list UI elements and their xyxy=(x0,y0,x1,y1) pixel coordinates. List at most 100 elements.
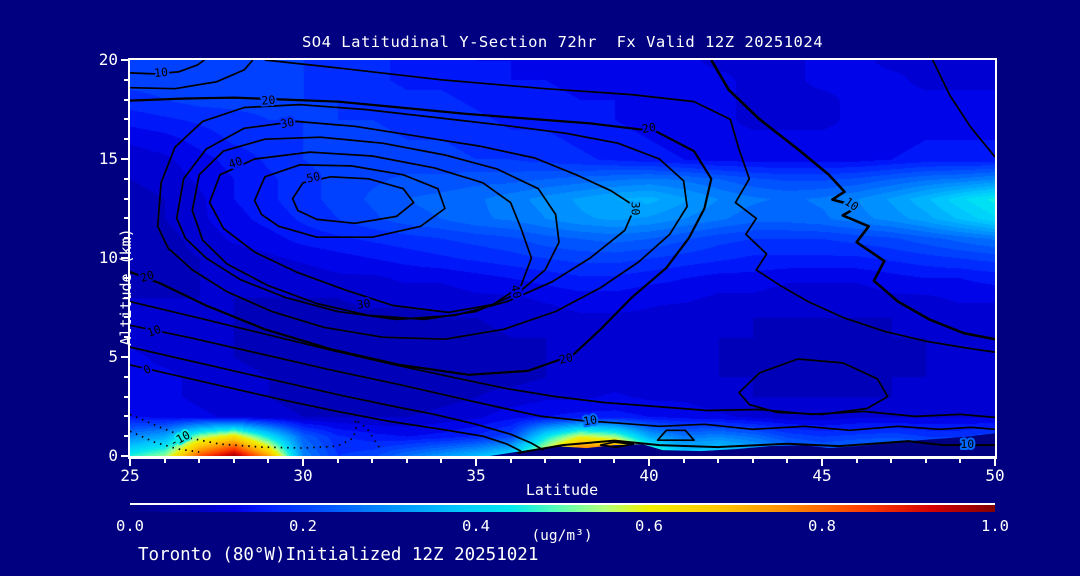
y-tick-mark xyxy=(124,78,128,81)
plot-area: 10 20 30 40 50 20 30 10 20 10 0 -10 30 40 20 10 10 xyxy=(128,58,997,459)
y-tick-mark xyxy=(121,59,128,61)
x-tick-mark xyxy=(890,459,893,463)
contour-line xyxy=(130,346,544,451)
x-tick-mark xyxy=(198,459,201,463)
contour-line xyxy=(931,60,995,158)
x-tick-mark xyxy=(544,459,547,463)
x-tick-mark xyxy=(786,459,789,463)
x-tick-mark xyxy=(682,459,685,463)
y-tick-mark xyxy=(121,158,128,160)
colorbar-tick-label: 0.2 xyxy=(289,517,317,535)
contour-line xyxy=(599,441,635,448)
x-tick-mark xyxy=(717,459,720,463)
y-tick-mark xyxy=(124,276,128,279)
contour-line xyxy=(130,60,254,90)
contour-label: 20 xyxy=(641,120,657,136)
terrain-silhouette xyxy=(489,433,995,456)
contour-label: 50 xyxy=(305,169,322,186)
contour-label: 30 xyxy=(356,296,372,312)
y-tick-label: 10 xyxy=(98,248,118,267)
x-tick-mark xyxy=(371,459,374,463)
x-tick-label: 45 xyxy=(812,466,832,485)
contour-line xyxy=(130,96,713,376)
x-tick-mark xyxy=(959,459,962,463)
chart-title: SO4 Latitudinal Y-Section 72hr Fx Valid … xyxy=(301,33,824,51)
y-tick-mark xyxy=(121,257,128,259)
y-tick-label: 5 xyxy=(108,347,118,366)
contour-line xyxy=(291,175,415,225)
colorbar-tick-label: 0.4 xyxy=(462,517,490,535)
contour-line xyxy=(656,429,695,442)
footer-init-text: Toronto (80°W)Initialized 12Z 20251021 xyxy=(138,545,539,565)
x-axis-title: Latitude xyxy=(525,481,599,499)
contour-label: 20 xyxy=(261,93,276,108)
x-tick-mark xyxy=(475,459,477,466)
x-tick-mark xyxy=(855,459,858,463)
colorbar-tick-label: 1.0 xyxy=(981,517,1009,535)
x-tick-label: 30 xyxy=(293,466,313,485)
y-tick-mark xyxy=(124,98,128,101)
contour-line xyxy=(130,324,995,432)
contour-label: 30 xyxy=(629,202,643,216)
x-tick-mark xyxy=(751,459,754,463)
y-axis-title: Altitude (km) xyxy=(117,228,135,346)
contour-label: 10 xyxy=(154,65,169,80)
x-tick-mark xyxy=(163,459,166,463)
contour-line xyxy=(130,300,995,419)
contour-line xyxy=(738,358,889,416)
colorbar xyxy=(130,503,995,512)
y-tick-mark xyxy=(124,177,128,180)
contour-line xyxy=(191,136,560,321)
contour-label: 10 xyxy=(145,322,163,340)
x-tick-label: 40 xyxy=(639,466,659,485)
x-tick-mark xyxy=(302,459,304,466)
y-tick-label: 0 xyxy=(108,446,118,465)
x-tick-mark xyxy=(821,459,823,466)
x-tick-mark xyxy=(440,459,443,463)
colorbar-tick-label: 0.0 xyxy=(116,517,144,535)
contour-line-negative xyxy=(130,430,200,453)
contour-label: 10 xyxy=(582,412,598,428)
x-tick-mark xyxy=(267,459,270,463)
contour-line xyxy=(253,164,446,239)
contour-label: 20 xyxy=(138,268,156,286)
filled-contour-field xyxy=(130,60,995,456)
x-tick-mark xyxy=(129,459,131,466)
contour-line xyxy=(156,103,688,341)
x-tick-mark xyxy=(232,459,235,463)
contour-line xyxy=(175,120,637,321)
x-tick-mark xyxy=(405,459,408,463)
contour-line xyxy=(710,60,995,341)
contour-line xyxy=(130,364,522,452)
x-tick-mark xyxy=(648,459,650,466)
contour-label: 10 xyxy=(960,437,974,451)
contour-line xyxy=(264,60,995,353)
colorbar-tick-label: 0.8 xyxy=(808,517,836,535)
contour-line-negative xyxy=(130,413,380,449)
contour-line xyxy=(130,60,205,75)
x-tick-mark xyxy=(578,459,581,463)
x-tick-mark xyxy=(509,459,512,463)
contour-label: 40 xyxy=(508,283,525,300)
contour-label: 40 xyxy=(227,154,245,172)
contour-line xyxy=(208,151,533,314)
y-tick-mark xyxy=(124,415,128,418)
y-tick-mark xyxy=(124,118,128,121)
y-tick-mark xyxy=(124,197,128,200)
y-tick-mark xyxy=(124,217,128,220)
x-tick-mark xyxy=(336,459,339,463)
y-tick-mark xyxy=(121,455,128,457)
contour-label: -10 xyxy=(168,428,193,450)
y-tick-mark xyxy=(124,395,128,398)
x-tick-label: 35 xyxy=(466,466,486,485)
x-tick-mark xyxy=(613,459,616,463)
x-tick-label: 50 xyxy=(985,466,1005,485)
x-tick-mark xyxy=(994,459,996,466)
y-tick-mark xyxy=(124,237,128,240)
colorbar-tick-label: 0.6 xyxy=(635,517,663,535)
x-tick-label: 25 xyxy=(120,466,140,485)
y-tick-mark xyxy=(121,356,128,358)
y-tick-mark xyxy=(124,435,128,438)
